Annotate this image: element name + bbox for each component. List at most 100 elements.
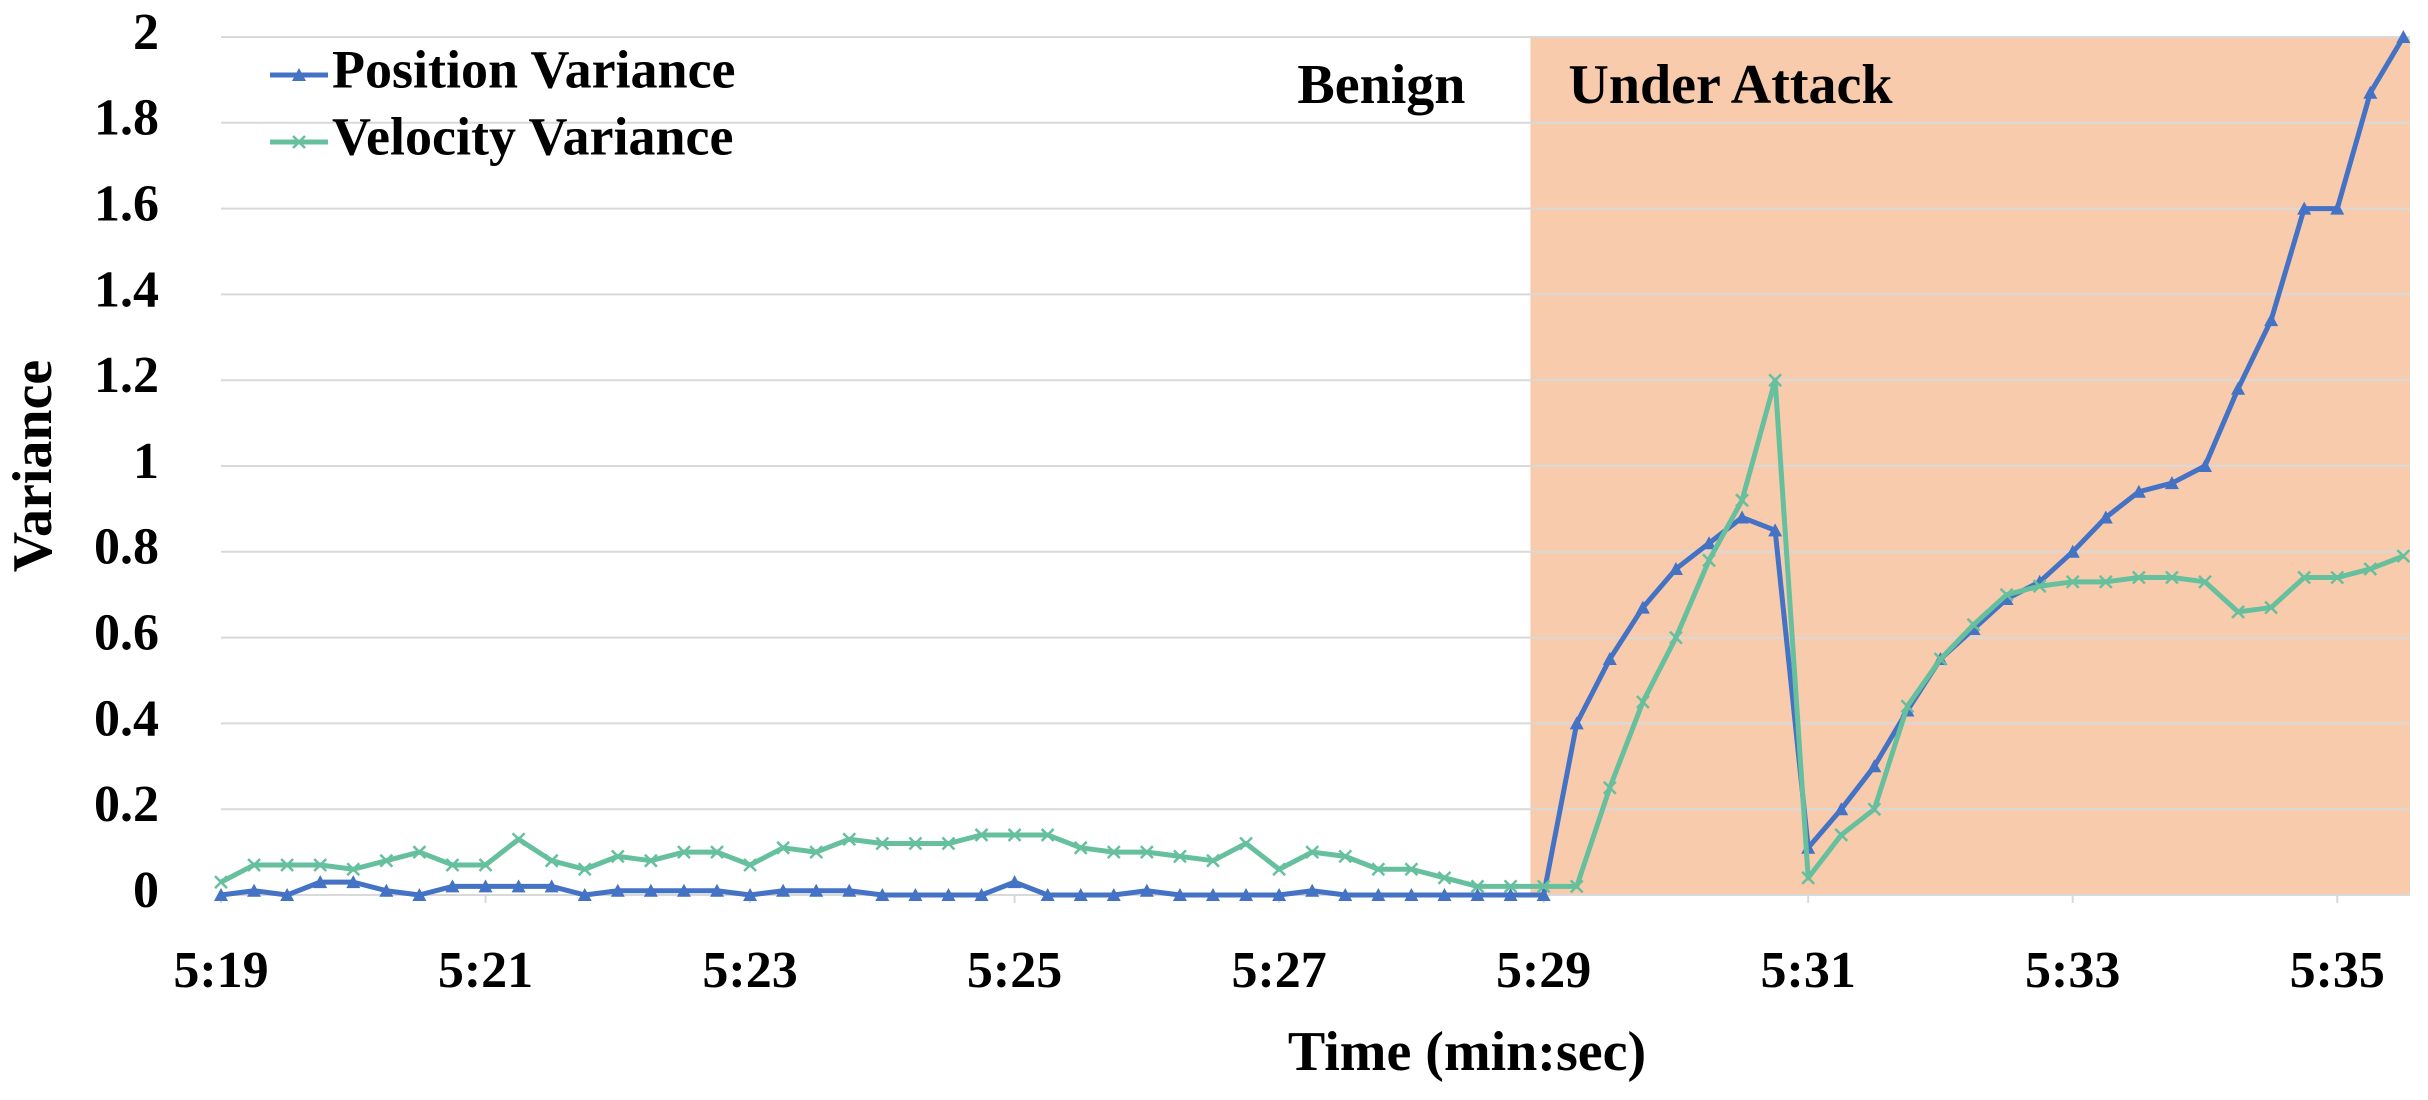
marker bbox=[478, 879, 493, 893]
marker bbox=[1371, 888, 1386, 901]
marker bbox=[941, 836, 956, 851]
legend-label: Velocity Variance bbox=[332, 106, 733, 166]
marker bbox=[280, 858, 295, 872]
marker bbox=[2363, 562, 2378, 576]
marker bbox=[776, 840, 791, 855]
y-tick-label: 0.2 bbox=[94, 776, 159, 833]
marker bbox=[743, 858, 757, 872]
marker bbox=[1867, 759, 1882, 773]
marker bbox=[1536, 879, 1551, 894]
marker bbox=[1007, 828, 1022, 842]
x-axis-label: Time (min:sec) bbox=[1288, 1021, 1646, 1083]
x-tick-label: 5:33 bbox=[2025, 942, 2120, 999]
marker bbox=[1470, 879, 1485, 894]
marker bbox=[1536, 888, 1551, 901]
y-tick-label: 1 bbox=[133, 433, 159, 490]
marker bbox=[280, 888, 295, 901]
marker bbox=[1040, 828, 1055, 842]
marker bbox=[2231, 604, 2245, 619]
marker bbox=[1768, 373, 1783, 388]
marker bbox=[610, 883, 625, 897]
x-tick-label: 5:25 bbox=[967, 942, 1062, 999]
marker bbox=[1735, 493, 1749, 508]
x-tick-label: 5:31 bbox=[1761, 942, 1856, 999]
marker bbox=[1239, 836, 1253, 851]
marker bbox=[743, 888, 758, 901]
x-tick-label: 5:35 bbox=[2290, 942, 2385, 999]
marker bbox=[1503, 888, 1518, 901]
marker bbox=[1404, 888, 1419, 901]
legend-item: Velocity Variance bbox=[270, 106, 733, 166]
marker bbox=[1635, 600, 1650, 614]
marker bbox=[1834, 802, 1849, 816]
marker bbox=[2363, 85, 2378, 99]
marker bbox=[379, 883, 394, 897]
marker bbox=[1139, 883, 1154, 897]
marker bbox=[1569, 879, 1584, 894]
x-tick-label: 5:27 bbox=[1231, 942, 1326, 999]
marker bbox=[2197, 459, 2212, 472]
marker bbox=[1338, 888, 1353, 901]
marker bbox=[2131, 484, 2146, 498]
marker bbox=[875, 836, 890, 851]
marker bbox=[2164, 476, 2179, 490]
marker bbox=[445, 858, 460, 872]
marker bbox=[1701, 536, 1716, 550]
marker bbox=[1834, 828, 1849, 842]
marker bbox=[875, 888, 890, 901]
marker bbox=[1007, 875, 1022, 889]
y-tick-label: 1.2 bbox=[94, 347, 159, 404]
marker bbox=[676, 883, 691, 897]
y-tick-label: 1.6 bbox=[94, 176, 159, 233]
marker bbox=[511, 832, 526, 847]
marker bbox=[809, 883, 824, 897]
marker bbox=[2396, 549, 2411, 563]
marker bbox=[1702, 553, 1716, 568]
marker bbox=[1900, 699, 1915, 714]
marker bbox=[1668, 561, 1683, 575]
marker bbox=[974, 828, 989, 842]
marker bbox=[1106, 845, 1121, 859]
marker bbox=[1239, 888, 1254, 901]
marker bbox=[1735, 510, 1750, 524]
marker bbox=[908, 836, 923, 851]
marker bbox=[313, 875, 328, 889]
marker bbox=[214, 875, 228, 890]
marker bbox=[1635, 695, 1650, 709]
x-tick-label: 5:23 bbox=[702, 942, 797, 999]
marker bbox=[2131, 570, 2146, 585]
marker bbox=[412, 845, 427, 859]
marker bbox=[2330, 201, 2345, 215]
y-tick-label: 0.8 bbox=[94, 519, 159, 576]
legend-item: Position Variance bbox=[270, 39, 736, 99]
marker bbox=[2297, 570, 2312, 585]
marker bbox=[2264, 600, 2279, 615]
marker bbox=[2264, 313, 2279, 327]
marker bbox=[1669, 630, 1683, 645]
marker bbox=[2098, 574, 2113, 589]
y-tick-label: 0.6 bbox=[94, 605, 159, 662]
marker bbox=[478, 858, 493, 872]
marker bbox=[610, 849, 625, 864]
marker bbox=[1305, 845, 1320, 859]
marker bbox=[1933, 652, 1948, 666]
marker bbox=[2065, 574, 2080, 589]
marker bbox=[1139, 845, 1154, 859]
marker bbox=[2231, 381, 2246, 395]
marker bbox=[1503, 879, 1518, 894]
marker bbox=[577, 888, 592, 901]
marker bbox=[292, 68, 306, 81]
marker bbox=[1272, 862, 1287, 877]
marker bbox=[379, 853, 394, 868]
marker bbox=[346, 875, 361, 889]
marker bbox=[1272, 888, 1287, 901]
marker bbox=[1040, 888, 1055, 901]
marker bbox=[577, 862, 592, 877]
y-axis-label: Variance bbox=[2, 360, 64, 573]
marker bbox=[1073, 888, 1088, 901]
marker bbox=[544, 853, 559, 868]
legend-label: Position Variance bbox=[332, 39, 736, 99]
y-tick-label: 1.8 bbox=[94, 90, 159, 147]
marker bbox=[445, 879, 460, 893]
